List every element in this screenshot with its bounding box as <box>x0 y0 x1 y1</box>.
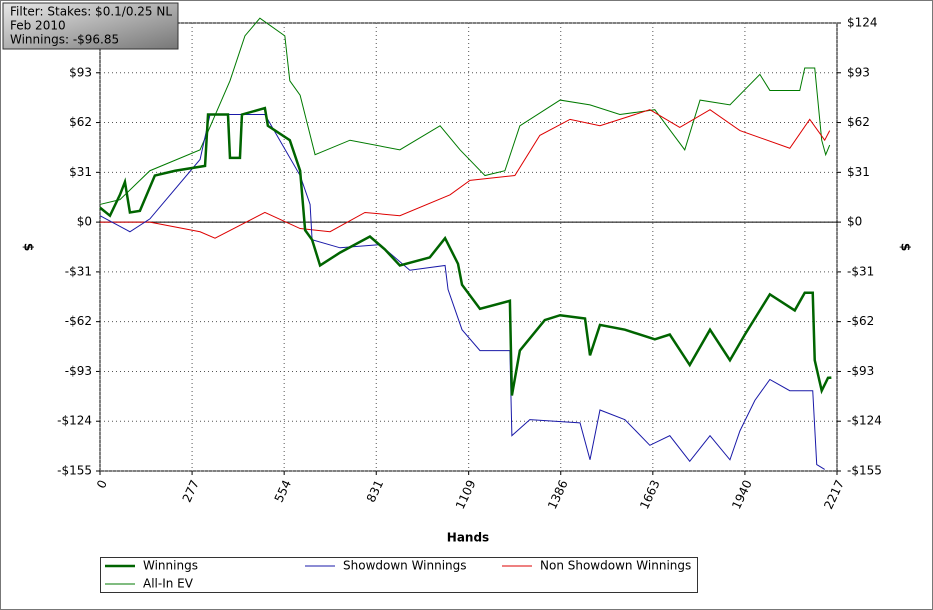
legend-label: Non Showdown Winnings <box>540 559 691 573</box>
y2-tick-label: -$93 <box>847 364 874 378</box>
filter-box <box>2 2 179 50</box>
x-axis-label: Hands <box>447 531 489 545</box>
y-axis-label: $ <box>22 243 36 251</box>
series-line <box>99 106 832 396</box>
y2-tick-label: -$62 <box>847 314 874 328</box>
plot-area: $124$93$62$31$0-$31-$62-$93-$124-$155$12… <box>57 16 882 512</box>
y2-tick-label: $62 <box>847 115 870 129</box>
y-tick-label: $93 <box>69 65 92 79</box>
y2-tick-label: -$155 <box>847 464 882 478</box>
y2-tick-label: -$31 <box>847 264 874 278</box>
legend-label: Showdown Winnings <box>343 559 467 573</box>
legend-label: All-In EV <box>143 577 194 591</box>
y2-tick-label: -$124 <box>847 414 882 428</box>
y-tick-label: -$31 <box>65 264 92 278</box>
filter-text: Winnings: -$96.85 <box>10 33 119 47</box>
y-tick-label: $62 <box>69 115 92 129</box>
y2-tick-label: $0 <box>847 215 862 229</box>
y-tick-label: $0 <box>77 215 92 229</box>
legend-label: Winnings <box>143 559 198 573</box>
y2-tick-label: $124 <box>847 16 878 30</box>
y2-axis-label: $ <box>899 243 913 251</box>
series-line <box>100 109 831 239</box>
legend <box>100 557 698 593</box>
y2-tick-label: $93 <box>847 65 870 79</box>
series-line <box>99 114 825 470</box>
filter-text: Filter: Stakes: $0.1/0.25 NL <box>10 5 172 19</box>
y2-tick-label: $31 <box>847 165 870 179</box>
y-tick-label: -$124 <box>57 414 92 428</box>
series-line <box>99 17 831 205</box>
y-tick-label: -$93 <box>65 364 92 378</box>
y-tick-label: -$62 <box>65 314 92 328</box>
y-tick-label: -$155 <box>57 464 92 478</box>
y-tick-label: $31 <box>69 165 92 179</box>
filter-text: Feb 2010 <box>10 19 66 33</box>
